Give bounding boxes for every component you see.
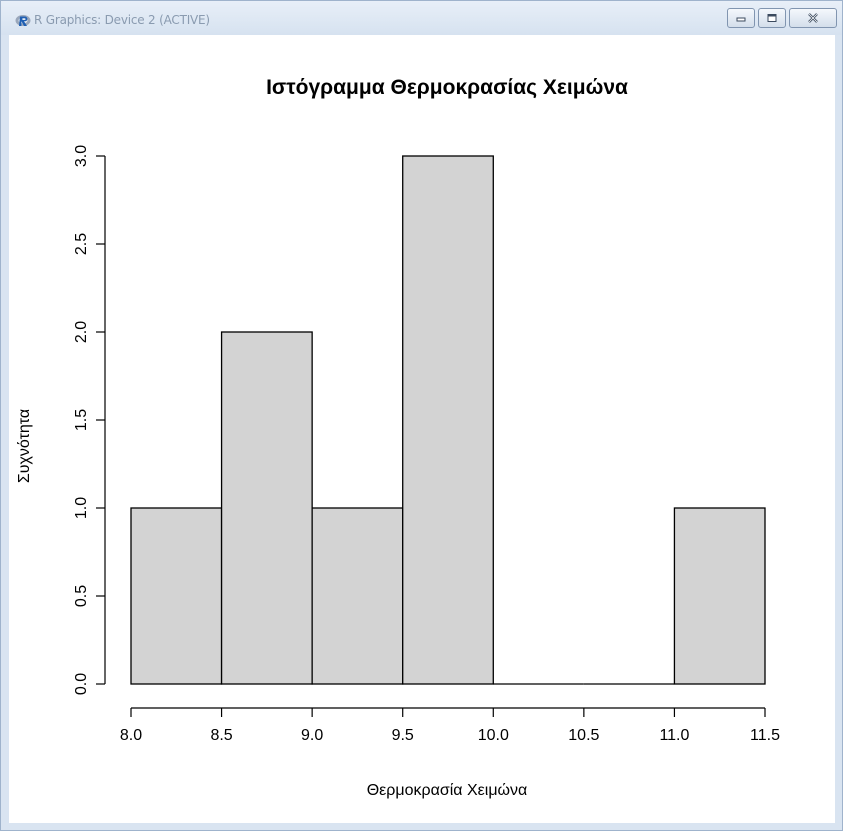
y-tick-label: 1.5 — [73, 409, 90, 431]
x-tick-label: 11.5 — [750, 727, 780, 744]
histogram-bar-2 — [220, 331, 313, 685]
histogram-bar-4 — [402, 155, 494, 685]
y-tick-label: 0.5 — [73, 585, 90, 607]
x-tick-label: 9.5 — [392, 727, 414, 744]
histogram-bar-7 — [673, 507, 766, 685]
minimize-icon — [736, 17, 746, 22]
x-tick-label: 10.0 — [478, 727, 509, 744]
r-logo-icon — [15, 15, 31, 26]
y-tick-label: 0.0 — [73, 673, 90, 695]
close-button[interactable] — [789, 8, 837, 28]
plot-area: Ιστόγραμμα Θερμοκρασίας Χειμώνα Θερμοκρα… — [9, 35, 835, 823]
x-tick-label: 8.5 — [210, 727, 232, 744]
x-tick-label: 11.0 — [659, 727, 689, 744]
x-axis-label: Θερμοκρασία Χειμώνα — [367, 782, 528, 799]
x-tick-label: 9.0 — [301, 727, 323, 744]
y-tick-label: 3.0 — [73, 145, 90, 167]
x-tick-label: 10.5 — [568, 727, 599, 744]
title-bar[interactable]: R Graphics: Device 2 (ACTIVE) — [1, 1, 842, 35]
maximize-button[interactable] — [758, 8, 786, 28]
histogram-bar-1 — [130, 507, 223, 685]
window-title: R Graphics: Device 2 (ACTIVE) — [34, 13, 210, 27]
close-icon — [808, 13, 818, 23]
chart-title: Ιστόγραμμα Θερμοκρασίας Χειμώνα — [266, 76, 628, 99]
y-tick-label: 1.0 — [73, 497, 90, 519]
x-tick-label: 8.0 — [120, 727, 142, 744]
y-tick-label: 2.0 — [73, 321, 90, 343]
y-axis-label: Συχνότητα — [16, 409, 33, 483]
minimize-button[interactable] — [727, 8, 755, 28]
histogram-chart: Ιστόγραμμα Θερμοκρασίας Χειμώνα Θερμοκρα… — [16, 76, 780, 799]
maximize-icon — [767, 14, 777, 22]
y-tick-label: 2.5 — [73, 233, 90, 255]
histogram-bar-3 — [311, 507, 404, 685]
